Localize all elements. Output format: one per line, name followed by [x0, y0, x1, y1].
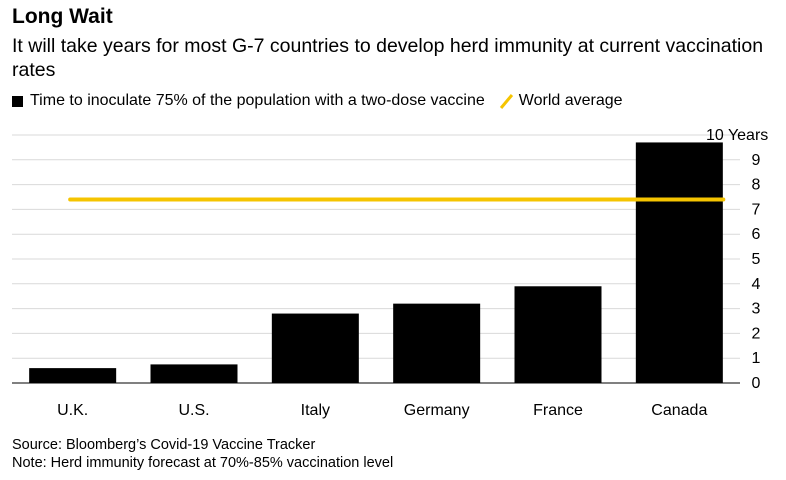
y-tick-label: 9 — [752, 152, 761, 169]
bar — [150, 364, 238, 383]
y-tick-label: 7 — [752, 201, 761, 218]
legend-line-label: World average — [518, 92, 623, 109]
chart-title: Long Wait — [12, 5, 113, 28]
legend: Time to inoculate 75% of the population … — [12, 92, 623, 110]
bar — [271, 313, 359, 383]
bar — [29, 368, 117, 383]
chart-subtitle: It will take years for most G-7 countrie… — [12, 35, 764, 81]
y-tick-label: 8 — [752, 177, 761, 194]
footnote: Note: Herd immunity forecast at 70%-85% … — [12, 455, 394, 471]
x-tick-label: Germany — [404, 402, 470, 419]
y-tick-label: 10 Years — [706, 127, 768, 144]
y-tick-label: 1 — [752, 350, 761, 367]
x-tick-label: U.S. — [178, 402, 209, 419]
x-tick-label: Canada — [651, 402, 707, 419]
x-tick-label: Italy — [301, 402, 330, 419]
legend-bar-label: Time to inoculate 75% of the population … — [30, 92, 485, 109]
bar — [635, 142, 723, 383]
y-tick-label: 0 — [752, 375, 761, 392]
bar — [514, 286, 602, 383]
y-tick-label: 5 — [752, 251, 761, 268]
y-tick-label: 3 — [752, 301, 761, 318]
y-tick-label: 2 — [752, 325, 761, 342]
x-tick-label: U.K. — [57, 402, 88, 419]
legend-bar-swatch — [12, 95, 23, 107]
y-tick-label: 6 — [752, 226, 761, 243]
x-tick-label: France — [533, 402, 583, 419]
y-tick-label: 4 — [752, 276, 761, 293]
bar — [393, 303, 481, 383]
source-note: Source: Bloomberg’s Covid-19 Vaccine Tra… — [12, 437, 316, 453]
footnotes: Source: Bloomberg’s Covid-19 Vaccine Tra… — [12, 436, 393, 472]
